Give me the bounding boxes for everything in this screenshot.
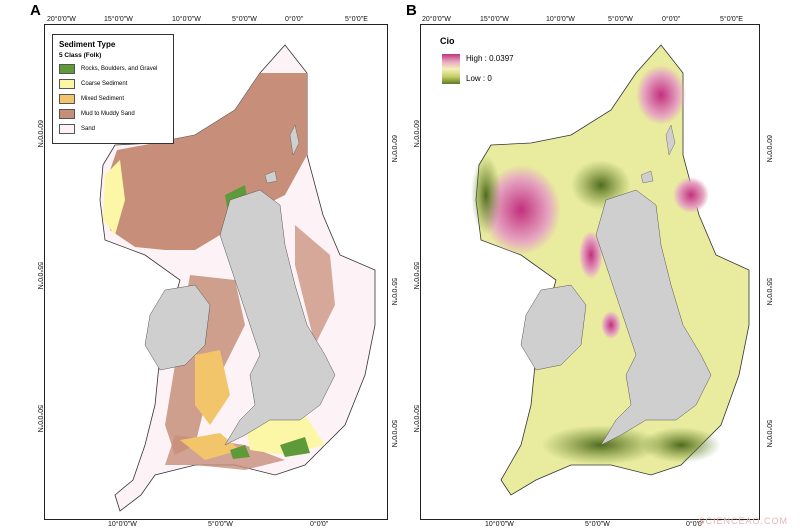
cio-hotspot-north <box>636 65 686 125</box>
watermark: SCIENCEAO.COM <box>698 516 788 526</box>
panel-a-label: A <box>30 2 41 19</box>
cio-color-ramp <box>442 54 460 84</box>
cio-hotspot-irishsea <box>601 311 621 339</box>
tick-b-bottom-0: 10°0'0"W <box>485 521 514 528</box>
legend-label-coarse: Coarse Sediment <box>81 81 128 87</box>
map-frame-b <box>420 24 760 520</box>
map-frame-a <box>44 24 388 520</box>
great-britain-land-b <box>595 189 712 446</box>
mixed-band-2 <box>180 433 240 460</box>
cio-legend-high: High : 0.0397 <box>466 54 514 63</box>
cio-hotspot-west <box>481 165 561 255</box>
cio-legend: Cio High : 0.0397 Low : 0 <box>438 34 538 94</box>
tick-b-bottom-2: 0°0'0" <box>686 521 705 528</box>
tick-b-left-2: 50°0'0"N <box>412 405 419 433</box>
legend-label-mixed: Mixed Sediment <box>81 96 125 102</box>
legend-item-mixed: Mixed Sediment <box>59 94 124 104</box>
cio-dark-south <box>641 427 721 463</box>
cio-hotspot-northsea <box>673 177 709 213</box>
tick-a-left-2: 50°0'0"N <box>36 405 43 433</box>
mud-patch-2 <box>295 225 335 345</box>
tick-a-top-2: 10°0'0"W <box>172 16 201 23</box>
tick-b-left-1: 55°0'0"N <box>412 262 419 290</box>
tick-a-left-1: 55°0'0"N <box>36 262 43 290</box>
tick-a-bottom-1: 5°0'0"W <box>208 521 233 528</box>
tick-a-right-1: 55°0'0"N <box>390 278 397 306</box>
cio-dark-west <box>471 155 501 235</box>
legend-label-rocks: Rocks, Boulders, and Gravel <box>81 66 158 72</box>
tick-a-right-0: 60°0'0"N <box>390 135 397 163</box>
sediment-legend: Sediment Type 5 Class (Folk) Rocks, Boul… <box>52 34 174 144</box>
legend-swatch-sand <box>59 124 75 134</box>
ireland-land <box>144 284 211 371</box>
tick-b-right-0: 60°0'0"N <box>765 135 772 163</box>
tick-a-bottom-2: 0°0'0" <box>310 521 329 528</box>
legend-item-coarse: Coarse Sediment <box>59 79 127 89</box>
tick-b-right-2: 50°0'0"N <box>765 420 772 448</box>
tick-a-top-1: 15°0'0"W <box>104 16 133 23</box>
shetland-land-b <box>665 124 676 156</box>
legend-swatch-coarse <box>59 79 75 89</box>
legend-item-mud: Mud to Muddy Sand <box>59 109 135 119</box>
sediment-map <box>99 44 376 512</box>
cio-legend-title: Cio <box>440 36 455 46</box>
legend-item-rocks: Rocks, Boulders, and Gravel <box>59 64 157 74</box>
orkney-land <box>264 170 278 184</box>
tick-a-right-2: 50°0'0"N <box>390 420 397 448</box>
tick-a-top-4: 0°0'0" <box>285 16 304 23</box>
legend-subtitle: 5 Class (Folk) <box>59 52 102 59</box>
legend-label-mud: Mud to Muddy Sand <box>81 111 135 117</box>
shetland-land <box>289 124 300 156</box>
coarse-band-1 <box>103 160 125 235</box>
cio-map <box>471 44 750 496</box>
panel-b-label: B <box>406 2 417 19</box>
cio-hotspot-hebrides <box>579 231 603 279</box>
mixed-band-1 <box>195 350 230 425</box>
tick-b-top-4: 0°0'0" <box>662 16 681 23</box>
legend-swatch-mixed <box>59 94 75 104</box>
tick-b-top-5: 5°0'0"E <box>720 16 743 23</box>
legend-item-sand: Sand <box>59 124 95 134</box>
tick-a-top-3: 5°0'0"W <box>232 16 257 23</box>
tick-a-top-0: 20°0'0"W <box>47 16 76 23</box>
tick-b-bottom-1: 5°0'0"W <box>585 521 610 528</box>
legend-label-sand: Sand <box>81 126 96 132</box>
orkney-land-b <box>640 170 654 184</box>
tick-b-top-0: 20°0'0"W <box>422 16 451 23</box>
legend-swatch-mud <box>59 109 75 119</box>
tick-a-top-5: 5°0'0"E <box>345 16 368 23</box>
rock-patch-2 <box>280 437 310 457</box>
tick-b-top-1: 15°0'0"W <box>480 16 509 23</box>
tick-b-top-3: 5°0'0"W <box>608 16 633 23</box>
rock-patch-3 <box>230 445 250 459</box>
tick-b-right-1: 55°0'0"N <box>765 278 772 306</box>
tick-a-left-0: 60°0'0"N <box>36 120 43 148</box>
cio-legend-low: Low : 0 <box>466 74 492 83</box>
tick-b-top-2: 10°0'0"W <box>546 16 575 23</box>
tick-a-bottom-0: 10°0'0"W <box>108 521 137 528</box>
legend-title: Sediment Type <box>59 40 116 49</box>
tick-b-left-0: 60°0'0"N <box>412 120 419 148</box>
great-britain-land <box>219 189 336 446</box>
legend-swatch-rocks <box>59 64 75 74</box>
ireland-land-b <box>520 284 587 371</box>
